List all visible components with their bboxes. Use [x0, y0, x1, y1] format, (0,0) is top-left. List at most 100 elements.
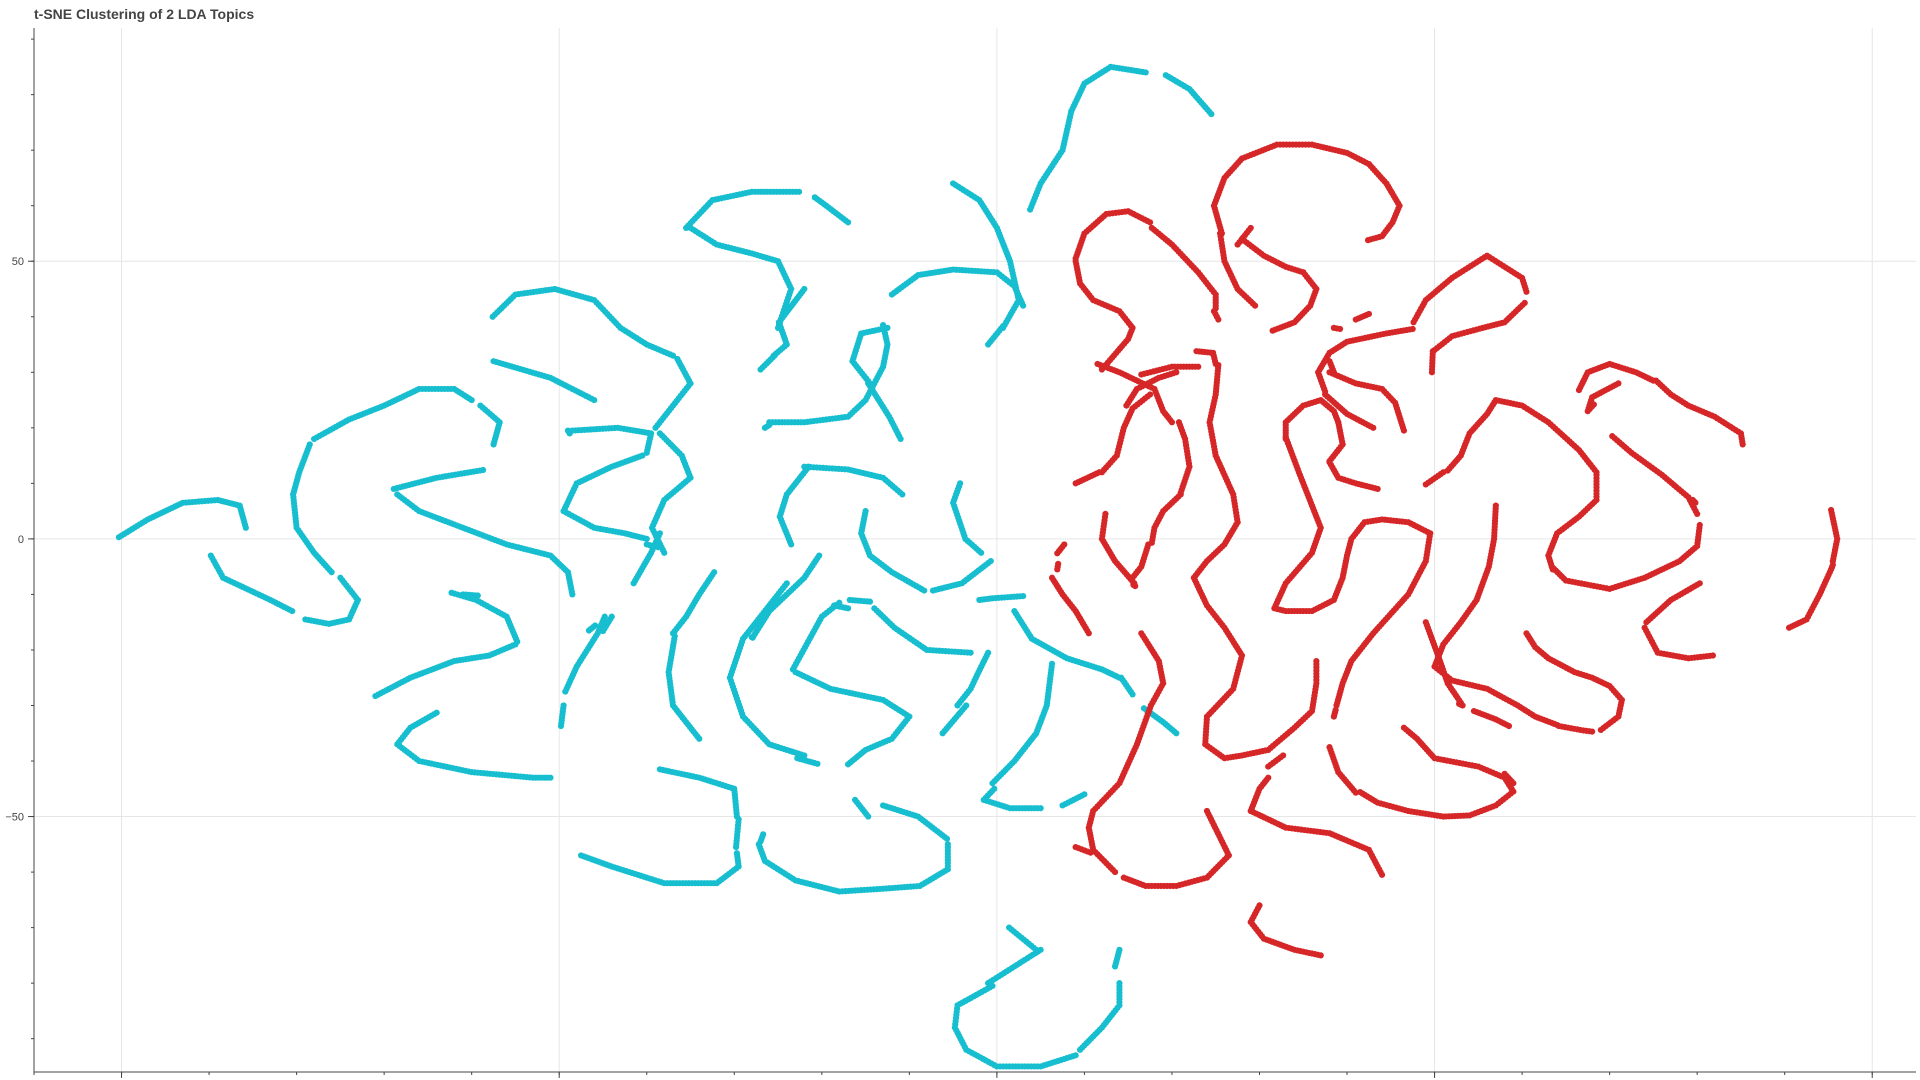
data-point	[844, 219, 852, 226]
data-point	[985, 341, 992, 348]
data-point	[1709, 652, 1717, 659]
data-point	[1215, 316, 1222, 323]
data-point	[601, 613, 608, 620]
data-point	[242, 524, 249, 531]
data-point	[1336, 325, 1344, 333]
data-point	[547, 774, 554, 781]
data-point	[1827, 506, 1835, 514]
data-point	[1146, 219, 1154, 226]
data-point	[967, 649, 974, 656]
data-point	[1523, 288, 1530, 295]
data-point	[957, 480, 964, 487]
series-1	[115, 63, 1215, 1070]
data-point	[897, 435, 904, 443]
data-point	[474, 592, 481, 599]
data-point	[1195, 363, 1202, 370]
data-point	[1146, 391, 1154, 398]
data-point	[652, 424, 659, 431]
data-point	[943, 835, 951, 842]
grid-lines	[34, 28, 1916, 1072]
data-point	[1087, 849, 1094, 856]
data-point	[1590, 401, 1597, 408]
data-point	[1313, 657, 1320, 665]
data-point	[643, 541, 650, 548]
data-point	[468, 396, 475, 404]
data-points	[115, 63, 1841, 1070]
series-2	[1048, 141, 1841, 959]
data-point	[1072, 1052, 1079, 1059]
data-point	[661, 549, 668, 556]
data-point	[1173, 369, 1180, 376]
data-point	[1428, 369, 1436, 376]
data-point	[1081, 791, 1088, 798]
data-point	[1317, 952, 1324, 959]
data-point	[1020, 592, 1027, 600]
data-point	[1216, 230, 1224, 237]
data-point	[1116, 980, 1123, 987]
data-point	[1142, 69, 1149, 76]
data-point	[1094, 360, 1101, 368]
data-point	[899, 491, 906, 498]
chart-title: t-SNE Clustering of 2 LDA Topics	[34, 6, 255, 22]
data-point	[865, 813, 872, 820]
data-point	[1510, 780, 1517, 787]
data-point	[761, 424, 769, 431]
data-point	[306, 441, 313, 448]
data-point	[390, 485, 397, 493]
data-point	[1589, 728, 1596, 735]
data-point	[1203, 807, 1211, 815]
data-point	[696, 735, 703, 742]
data-point	[989, 780, 996, 787]
data-point	[560, 702, 567, 709]
data-point	[1352, 316, 1359, 323]
data-point	[1037, 805, 1044, 812]
data-point	[1054, 550, 1061, 557]
data-point	[1696, 521, 1703, 529]
data-point	[1234, 241, 1241, 248]
data-point	[566, 430, 573, 437]
data-point	[732, 843, 740, 851]
data-point	[921, 587, 928, 594]
data-point	[608, 613, 615, 620]
data-point	[1739, 441, 1746, 448]
data-point	[1020, 302, 1027, 309]
data-point	[749, 634, 756, 641]
data-point	[1364, 237, 1372, 244]
data-point	[1459, 702, 1466, 709]
data-point	[811, 194, 818, 201]
data-point	[963, 702, 970, 709]
data-point	[814, 760, 821, 767]
data-point	[1374, 485, 1381, 493]
data-point	[1409, 325, 1416, 333]
data-point	[591, 622, 599, 629]
data-point	[669, 352, 677, 359]
data-point	[1643, 619, 1650, 626]
data-point	[1129, 691, 1136, 698]
data-point	[866, 598, 874, 605]
data-point	[788, 541, 795, 548]
data-point	[760, 831, 767, 838]
data-point	[1689, 496, 1696, 504]
data-point	[801, 285, 808, 293]
data-point	[337, 574, 344, 581]
data-point	[1085, 630, 1092, 637]
data-point	[844, 605, 852, 612]
data-point	[1111, 868, 1119, 876]
data-point	[1269, 327, 1276, 334]
data-point	[954, 702, 961, 709]
data-point	[1330, 713, 1337, 720]
data-point	[1173, 730, 1180, 737]
data-point	[1400, 427, 1408, 434]
data-point	[1523, 630, 1530, 637]
data-point	[591, 396, 598, 404]
data-point	[795, 188, 803, 195]
data-point	[1132, 582, 1139, 590]
data-point	[569, 591, 576, 598]
data-point	[289, 607, 296, 615]
axes: −100−50050100500−50	[5, 28, 1916, 1078]
data-point	[1609, 433, 1616, 440]
data-point	[1208, 110, 1215, 118]
data-point	[1265, 763, 1272, 770]
data-point	[987, 558, 994, 565]
